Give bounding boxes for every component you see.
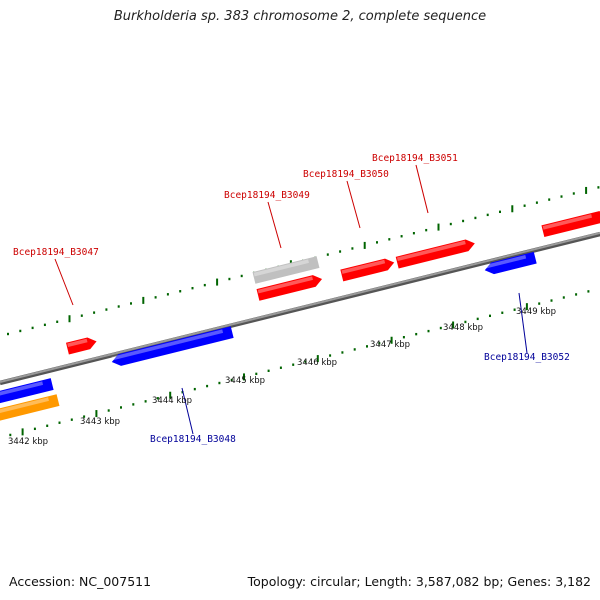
scale-labels: 3442 kbp 3443 kbp 3444 kbp 3445 kbp 3446 kbp… (8, 307, 556, 447)
gene-arrows (0, 210, 600, 422)
gene-arrow-next (541, 210, 600, 238)
gene-arrow-prev-shine (0, 381, 44, 397)
scale-label: 3448 kbp (443, 323, 483, 333)
gene-arrow-b3051-shine (396, 240, 466, 262)
gene-arrow-b3048 (111, 326, 234, 366)
gene-label: Bcep18194_B3052 (484, 352, 570, 363)
gene-arrow-b3049-shine (257, 276, 313, 294)
gene-arrow-prev-body (0, 378, 54, 404)
gene-arrow-b3048-body (111, 326, 234, 366)
topology-summary: Topology: circular; Length: 3,587,082 bp… (247, 574, 591, 589)
gene-label: Bcep18194_B3049 (224, 190, 310, 201)
feature-arrow-prev-shine (0, 397, 49, 415)
gene-arrow-b3049-body (256, 275, 323, 301)
leader-line (181, 387, 194, 435)
gene-arrow-prev (0, 378, 54, 404)
label-leader-lines (54, 164, 528, 435)
gene-arrow-b3050-shine (341, 259, 386, 274)
gene-arrow-pseudo-shine (253, 259, 309, 277)
backbone (0, 231, 600, 386)
gene-label: Bcep18194_B3048 (150, 434, 236, 445)
gene-labels: Bcep18194_B3047 Bcep18194_B3049 Bcep18194_… (13, 153, 570, 445)
scale-label: 3445 kbp (225, 376, 265, 386)
backbone-line-highlight (0, 232, 600, 383)
gene-label: Bcep18194_B3047 (13, 247, 99, 258)
accession-text: Accession: NC_007511 (9, 574, 152, 589)
gene-arrow-b3047-shine (67, 338, 88, 348)
gene-label: Bcep18194_B3051 (372, 153, 458, 164)
leader-line (54, 258, 74, 306)
scale-label: 3443 kbp (80, 417, 120, 427)
gene-arrow-pseudo-body (252, 256, 320, 284)
gene-arrow-b3048-shine (111, 329, 224, 361)
feature-arrow-prev (0, 394, 60, 422)
scale-label: 3442 kbp (8, 437, 48, 447)
leader-line (346, 180, 361, 229)
gene-arrow-b3049 (256, 275, 323, 301)
gene-arrow-b3051-body (395, 239, 475, 269)
feature-arrow-prev-body (0, 394, 60, 422)
gene-arrow-b3047 (65, 337, 97, 355)
tick-marks (7, 186, 600, 437)
gene-arrow-next-body (541, 210, 600, 238)
gene-arrow-b3047-body (65, 337, 97, 355)
leader-line (518, 292, 528, 354)
scale-label: 3444 kbp (152, 396, 192, 406)
gene-arrow-b3051 (395, 239, 475, 269)
gene-arrow-b3050-body (340, 258, 395, 282)
gene-arrow-b3050 (340, 258, 395, 282)
gene-arrow-b3052 (484, 251, 537, 275)
scale-label: 3447 kbp (370, 340, 410, 350)
gene-arrow-next-shine (542, 214, 593, 230)
gene-arrow-pseudo (252, 256, 320, 284)
map-title: Burkholderia sp. 383 chromosome 2, compl… (113, 9, 487, 24)
leader-line (415, 164, 429, 214)
leader-line (267, 201, 282, 249)
scale-label: 3449 kbp (516, 307, 556, 317)
gene-arrow-b3052-shine (484, 255, 527, 269)
gene-label: Bcep18194_B3050 (303, 169, 389, 180)
scale-label: 3446 kbp (297, 358, 337, 368)
gene-arrow-b3052-body (484, 251, 537, 275)
